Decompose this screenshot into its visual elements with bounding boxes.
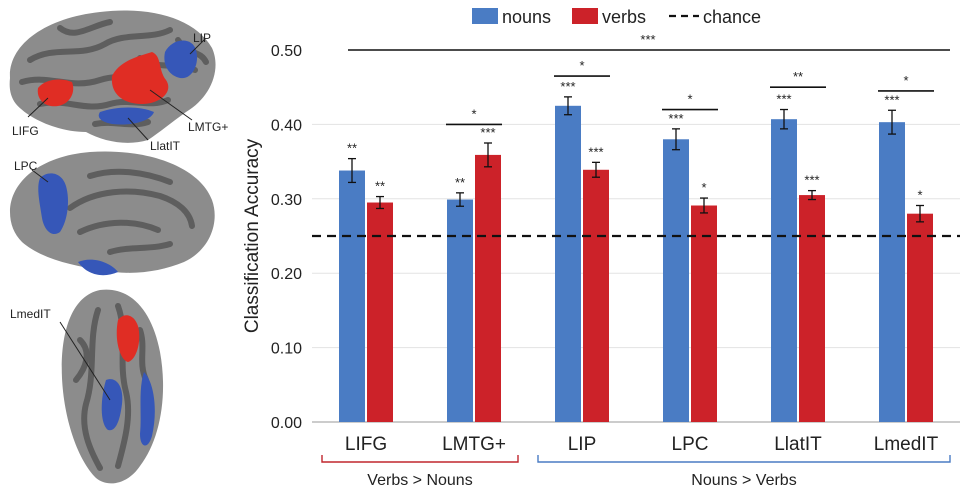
bracket-significance-label: *	[579, 58, 584, 73]
bracket-significance-label: **	[793, 69, 803, 84]
y-tick-label: 0.50	[271, 43, 302, 60]
region-llatit	[98, 107, 154, 125]
leader-lifg	[27, 97, 49, 118]
significance-label: ***	[668, 111, 683, 126]
bracket-significance-label: *	[687, 92, 692, 107]
significance-label: ***	[884, 92, 899, 107]
overall-significance-label: ***	[640, 32, 655, 47]
legend-label-verbs: verbs	[602, 7, 646, 27]
leader-lpc	[31, 169, 49, 183]
bracket-significance-label: *	[903, 73, 908, 88]
region-lip	[164, 40, 198, 79]
significance-label: ***	[804, 173, 819, 188]
x-tick-label: LlatIT	[774, 434, 822, 455]
x-tick-label: LIFG	[345, 434, 387, 455]
brain-lateral-sulci	[19, 19, 209, 128]
region-lpc	[38, 173, 68, 235]
bar-nouns	[447, 199, 473, 422]
region-ventral-red	[116, 315, 140, 362]
region-lmedit	[101, 379, 123, 431]
legend-swatch-nouns	[472, 8, 498, 24]
bar-verbs	[691, 205, 717, 422]
bar-verbs	[475, 154, 501, 423]
label-llatit: LlatIT	[150, 139, 181, 153]
significance-label: ***	[776, 92, 791, 107]
leader-lmedit	[59, 321, 111, 401]
y-tick-label: 0.30	[271, 192, 302, 209]
y-axis-label: Classification Accuracy	[242, 138, 263, 333]
group-bracket	[537, 455, 951, 463]
significance-label: ***	[588, 144, 603, 159]
bar-nouns	[555, 105, 581, 423]
brain-lateral-view: LIP LIFG LMTG+ LlatIT	[9, 10, 228, 153]
legend-label-nouns: nouns	[502, 7, 551, 27]
label-lpc: LPC	[14, 159, 38, 173]
x-tick-label: LIP	[568, 434, 597, 455]
bar-nouns	[879, 122, 905, 422]
bar-nouns	[663, 139, 689, 422]
y-tick-label: 0.00	[271, 415, 302, 432]
bar-chart: 0.00 0.10 0.20 0.30 0.40 0.50 Classification A…	[242, 7, 960, 489]
label-lip: LIP	[193, 31, 211, 45]
x-tick-label: LmedIT	[874, 434, 939, 455]
bar-verbs	[799, 195, 825, 422]
label-lifg: LIFG	[12, 124, 39, 138]
x-tick-label: LMTG+	[442, 434, 506, 455]
legend-label-chance: chance	[703, 7, 761, 27]
label-lmedit: LmedIT	[10, 307, 51, 321]
y-tick-label: 0.10	[271, 341, 302, 358]
significance-label: **	[375, 179, 385, 194]
region-ventral-blue-rim	[140, 372, 155, 446]
significance-label: *	[917, 187, 922, 202]
group-label: Verbs > Nouns	[367, 472, 472, 489]
bar-verbs	[367, 202, 393, 422]
leader-lip	[189, 39, 205, 55]
group-bracket	[321, 455, 519, 463]
bar-nouns	[339, 170, 365, 422]
region-medial-ventral	[78, 259, 118, 276]
bar-nouns	[771, 119, 797, 422]
legend-swatch-verbs	[572, 8, 598, 24]
region-lmtg	[111, 52, 169, 104]
significance-label: ***	[560, 79, 575, 94]
brain-medial-view: LPC	[10, 151, 215, 276]
label-lmtg: LMTG+	[188, 120, 228, 134]
y-tick-label: 0.20	[271, 266, 302, 283]
bar-verbs	[583, 169, 609, 422]
leader-llatit	[127, 117, 149, 141]
group-label: Nouns > Verbs	[691, 472, 796, 489]
x-tick-label: LPC	[672, 434, 709, 455]
y-tick-label: 0.40	[271, 117, 302, 134]
significance-label: **	[347, 141, 357, 156]
bar-verbs	[907, 213, 933, 422]
brain-ventral-view: LmedIT	[10, 289, 164, 484]
bracket-significance-label: *	[471, 106, 476, 121]
leader-lmtg	[149, 89, 193, 121]
significance-label: ***	[480, 125, 495, 140]
significance-label: *	[701, 180, 706, 195]
significance-label: **	[455, 175, 465, 190]
